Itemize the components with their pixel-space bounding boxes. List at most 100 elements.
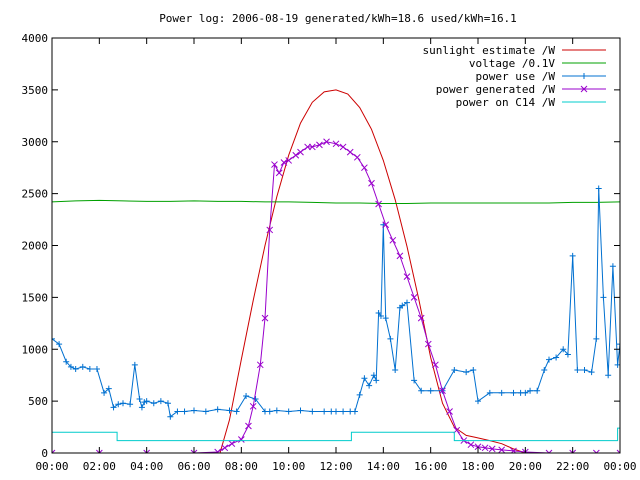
data-point [410,294,418,301]
data-point [569,449,577,453]
data-point [181,408,188,415]
data-point [202,408,209,415]
data-point [404,299,410,306]
legend-marker [581,73,587,79]
data-point [86,365,93,372]
data-point [297,407,304,414]
data-point [308,143,316,151]
axes: 0 500 1000 1500 2000 2500 3000 3500 4000 00:00 02:… [22,32,637,473]
data-point [245,422,252,430]
data-point [321,408,328,415]
data-point [361,164,368,172]
data-point [595,185,602,192]
data-point [332,140,340,148]
data-point [346,148,354,156]
data-point [136,396,143,403]
data-point [463,369,470,376]
series-1 [52,199,620,204]
data-point [249,402,257,410]
data-point [167,413,174,420]
data-point [233,408,240,415]
x-tick-label: 02:00 [83,460,116,473]
x-tick-label: 04:00 [130,460,163,473]
data-point [256,361,264,369]
series-3 [52,138,620,453]
y-tick-label: 1000 [22,343,49,356]
data-point [127,401,134,408]
data-point [228,440,236,448]
data-point [280,159,288,166]
x-tick-label: 18:00 [461,460,494,473]
data-point [375,200,382,208]
data-point [72,365,79,372]
data-point [115,401,122,408]
x-tick-label: 10:00 [272,460,305,473]
data-point [351,408,358,415]
x-tick-label: 08:00 [225,460,258,473]
data-point [546,356,552,363]
y-tick-label: 500 [28,395,48,408]
data-point [605,372,612,379]
legend-label: power use /W [476,70,556,83]
data-point [304,143,311,151]
x-tick-label: 20:00 [509,460,542,473]
data-point [424,340,432,348]
data-point [451,367,458,373]
data-point [411,377,418,384]
data-point [237,436,245,443]
x-tick-label: 00:00 [35,460,68,473]
data-point [333,408,339,415]
data-point [560,346,567,353]
data-point [600,294,607,301]
legend-label: sunlight estimate /W [423,44,556,57]
data-point [143,398,150,405]
data-point [309,408,316,415]
data-point [534,387,541,394]
data-point [389,236,397,244]
data-point [527,387,534,394]
data-point [275,169,283,177]
data-point [214,448,222,453]
series-2 [52,185,620,420]
data-point [593,335,600,342]
data-point [541,367,548,373]
data-point [446,408,453,415]
data-point [174,408,181,415]
chart-title: Power log: 2006-08-19 generated/kWh=18.6… [159,12,517,25]
data-point [467,441,475,449]
data-point [545,449,553,453]
data-point [609,263,616,270]
data-point [150,400,157,407]
data-point [164,400,171,407]
data-point [261,314,269,322]
data-point [387,335,394,342]
data-point [382,221,390,229]
data-point [510,389,517,396]
data-point [361,375,368,382]
data-point [316,141,323,149]
data-point [93,365,100,372]
legend-label: voltage /0.1V [469,57,555,70]
data-point [273,407,280,414]
legend-label: power on C14 /W [456,96,556,109]
y-tick-label: 3500 [22,84,49,97]
data-point [574,367,581,373]
data-point [498,446,506,453]
y-tick-label: 0 [41,447,48,460]
data-point [481,444,489,452]
data-point [252,396,259,403]
data-point [399,302,406,309]
data-point [522,389,529,396]
data-point [368,179,375,187]
series-line [52,427,620,442]
data-point [79,363,86,370]
data-point [564,351,571,358]
data-point [110,404,117,411]
x-tick-label: 14:00 [367,460,400,473]
data-point [120,400,126,407]
data-point [56,341,63,348]
data-point [592,449,600,453]
data-point [553,354,560,361]
series-0 [52,89,620,453]
